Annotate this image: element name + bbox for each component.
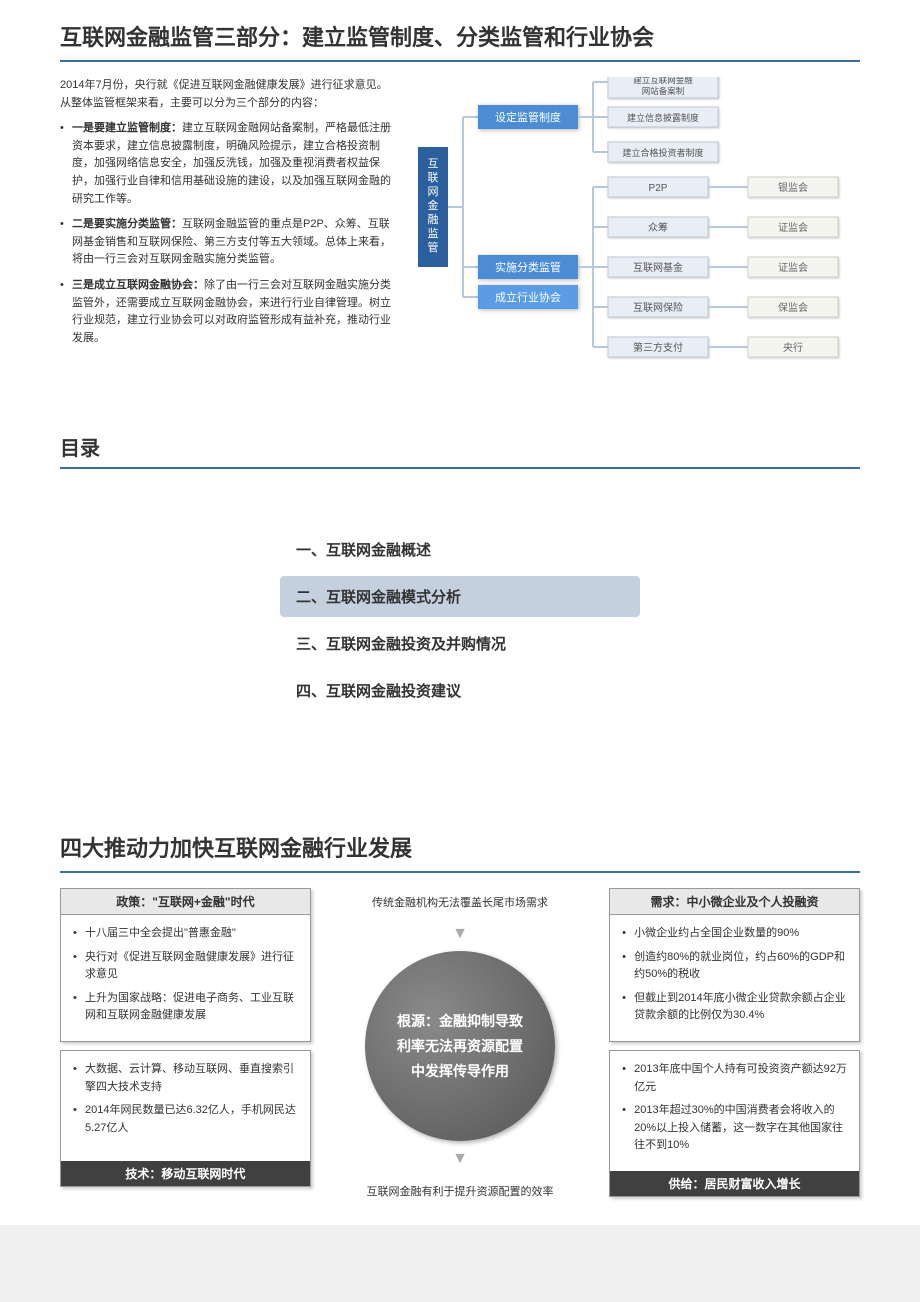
arrow-down-icon: ▼ — [452, 925, 468, 943]
svg-text:建立互联网金融: 建立互联网金融 — [633, 77, 693, 85]
svg-text:成立行业协会: 成立行业协会 — [495, 290, 561, 304]
supply-footer: 供给：居民财富收入增长 — [610, 1171, 859, 1196]
svg-text:第三方支付: 第三方支付 — [633, 341, 683, 354]
svg-text:融: 融 — [428, 213, 439, 226]
left-column: 政策："互联网+金融"时代 十八届三中全会提出"普惠金融" 央行对《促进互联网金… — [60, 888, 311, 1205]
policy-item-2: 央行对《促进互联网金融健康发展》进行征求意见 — [73, 949, 298, 984]
svg-text:网站备案制: 网站备案制 — [642, 86, 685, 96]
svg-text:联: 联 — [428, 171, 439, 184]
policy-header: 政策："互联网+金融"时代 — [61, 889, 310, 915]
intro-item-3: 三是成立互联网金融协会：除了由一行三会对互联网金融实施分类监管外，还需要成立互联… — [72, 277, 396, 347]
demand-item-2: 创造约80%的就业岗位，约占60%的GDP和约50%的税收 — [622, 949, 847, 984]
regulation-diagram: 互 联 网 金 融 监 管 设定监管制度 实施分类监管 — [396, 77, 860, 392]
supply-box: 2013年底中国个人持有可投资资产额达92万亿元 2013年超过30%的中国消费… — [609, 1050, 860, 1197]
svg-text:金: 金 — [428, 198, 439, 212]
center-top-text: 传统金融机构无法覆盖长尾市场需求 — [372, 894, 548, 910]
section3-title: 四大推动力加快互联网金融行业发展 — [60, 831, 860, 873]
policy-item-1: 十八届三中全会提出"普惠金融" — [73, 925, 298, 943]
svg-text:设定监管制度: 设定监管制度 — [495, 110, 561, 124]
svg-text:建立信息披露制度: 建立信息披露制度 — [627, 112, 699, 123]
svg-text:管: 管 — [428, 240, 439, 254]
toc-section: 目录 一、互联网金融概述 二、互联网金融模式分析 三、互联网金融投资及并购情况 … — [0, 412, 920, 811]
svg-text:证监会: 证监会 — [778, 261, 808, 274]
svg-text:证监会: 证监会 — [778, 221, 808, 234]
arrow-down-icon-2: ▼ — [452, 1150, 468, 1168]
svg-text:银监会: 银监会 — [778, 181, 808, 194]
svg-text:实施分类监管: 实施分类监管 — [495, 260, 561, 274]
toc-item-3[interactable]: 三、互联网金融投资及并购情况 — [280, 623, 640, 664]
intro-text: 2014年7月份，央行就《促进互联网金融健康发展》进行征求意见。从整体监管框架来… — [60, 77, 396, 392]
toc-title: 目录 — [60, 432, 860, 469]
section-regulation: 互联网金融监管三部分：建立监管制度、分类监管和行业协会 2014年7月份，央行就… — [0, 0, 920, 412]
section1-title: 互联网金融监管三部分：建立监管制度、分类监管和行业协会 — [60, 20, 860, 62]
tech-box: 大数据、云计算、移动互联网、垂直搜索引擎四大技术支持 2014年网民数量已达6.… — [60, 1050, 311, 1187]
supply-item-1: 2013年底中国个人持有可投资资产额达92万亿元 — [622, 1061, 847, 1096]
demand-header: 需求：中小微企业及个人投融资 — [610, 889, 859, 915]
supply-item-2: 2013年超过30%的中国消费者会将收入的20%以上投入储蓄，这一数字在其他国家… — [622, 1102, 847, 1155]
tech-item-2: 2014年网民数量已达6.32亿人，手机网民达5.27亿人 — [73, 1102, 298, 1137]
section-drivers: 四大推动力加快互联网金融行业发展 政策："互联网+金融"时代 十八届三中全会提出… — [0, 811, 920, 1225]
intro-item-2: 二是要实施分类监管：互联网金融监管的重点是P2P、众筹、互联网基金销售和互联网保… — [72, 216, 396, 269]
svg-text:监: 监 — [428, 227, 439, 240]
policy-item-3: 上升为国家战略：促进电子商务、工业互联网和互联网金融健康发展 — [73, 990, 298, 1025]
policy-box: 政策："互联网+金融"时代 十八届三中全会提出"普惠金融" 央行对《促进互联网金… — [60, 888, 311, 1042]
center-circle: 根源：金融抑制导致 利率无法再资源配置 中发挥传导作用 — [365, 951, 555, 1141]
svg-text:保监会: 保监会 — [778, 301, 808, 314]
svg-text:众筹: 众筹 — [648, 221, 668, 234]
toc-item-4[interactable]: 四、互联网金融投资建议 — [280, 670, 640, 711]
toc-item-2[interactable]: 二、互联网金融模式分析 — [280, 576, 640, 617]
toc-item-1[interactable]: 一、互联网金融概述 — [280, 529, 640, 570]
tech-footer: 技术：移动互联网时代 — [61, 1161, 310, 1186]
svg-text:P2P: P2P — [649, 183, 668, 194]
diag-root-1: 互 — [428, 158, 439, 170]
demand-item-1: 小微企业约占全国企业数量的90% — [622, 925, 847, 943]
right-column: 需求：中小微企业及个人投融资 小微企业约占全国企业数量的90% 创造约80%的就… — [609, 888, 860, 1205]
center-column: 传统金融机构无法覆盖长尾市场需求 ▼ 根源：金融抑制导致 利率无法再资源配置 中… — [319, 888, 601, 1205]
svg-text:网: 网 — [428, 186, 439, 198]
svg-text:互联网保险: 互联网保险 — [633, 301, 683, 314]
tech-item-1: 大数据、云计算、移动互联网、垂直搜索引擎四大技术支持 — [73, 1061, 298, 1096]
svg-text:央行: 央行 — [783, 341, 803, 354]
demand-item-3: 但截止到2014年底小微企业贷款余额占企业贷款余额的比例仅为30.4% — [622, 990, 847, 1025]
intro-para: 2014年7月份，央行就《促进互联网金融健康发展》进行征求意见。从整体监管框架来… — [60, 77, 396, 112]
svg-text:建立合格投资者制度: 建立合格投资者制度 — [622, 147, 703, 158]
intro-list: 一是要建立监管制度：建立互联网金融网站备案制，严格最低注册资本要求，建立信息披露… — [60, 120, 396, 347]
demand-box: 需求：中小微企业及个人投融资 小微企业约占全国企业数量的90% 创造约80%的就… — [609, 888, 860, 1042]
toc-list: 一、互联网金融概述 二、互联网金融模式分析 三、互联网金融投资及并购情况 四、互… — [280, 529, 640, 711]
svg-text:互联网基金: 互联网基金 — [633, 261, 683, 274]
intro-item-1: 一是要建立监管制度：建立互联网金融网站备案制，严格最低注册资本要求，建立信息披露… — [72, 120, 396, 208]
center-bottom-text: 互联网金融有利于提升资源配置的效率 — [366, 1183, 553, 1199]
